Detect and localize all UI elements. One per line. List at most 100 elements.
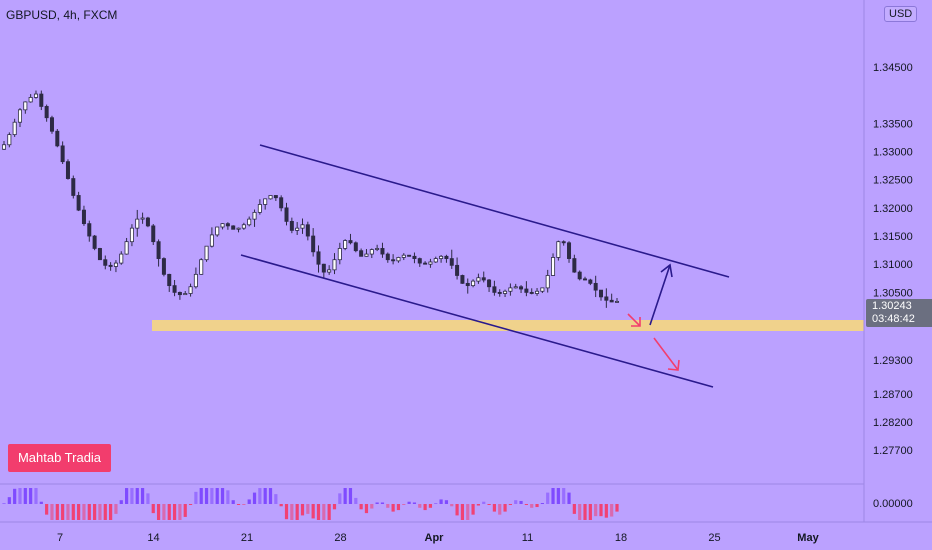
osc-bar: [476, 504, 481, 506]
support-zone[interactable]: [152, 320, 864, 331]
oscillator-histogram: [2, 488, 619, 520]
candle: [529, 288, 534, 295]
osc-bar: [125, 488, 129, 504]
time-tick-label: 28: [334, 532, 346, 544]
price-tick-label: 1.32500: [873, 175, 913, 187]
candle: [151, 223, 156, 245]
osc-bar: [354, 497, 358, 504]
osc-bar: [610, 504, 614, 517]
osc-bar: [220, 488, 225, 504]
osc-bar: [524, 504, 528, 505]
osc-bar: [247, 499, 251, 504]
candle: [455, 257, 460, 280]
osc-bar: [492, 504, 496, 512]
price-tick-label: 1.33000: [873, 147, 913, 159]
osc-bar: [82, 504, 86, 520]
osc-bar: [450, 504, 454, 507]
candle: [492, 280, 497, 296]
candle: [535, 288, 540, 296]
candle: [231, 225, 236, 230]
candle: [33, 90, 38, 99]
candle: [497, 289, 502, 297]
osc-bar: [71, 504, 75, 520]
candle: [44, 104, 49, 122]
osc-bar: [418, 504, 422, 508]
price-tick-label: 1.33500: [873, 118, 913, 130]
osc-bar: [45, 504, 49, 515]
symbol-title[interactable]: GBPUSD, 4h, FXCM: [6, 8, 118, 22]
candle: [375, 244, 380, 252]
osc-bar: [444, 500, 449, 504]
osc-bar: [199, 488, 203, 504]
candle: [241, 222, 246, 230]
osc-bar: [109, 504, 113, 520]
osc-bar: [93, 504, 97, 520]
candle: [540, 287, 545, 294]
osc-bar: [204, 488, 209, 504]
osc-bar: [578, 504, 582, 520]
channel-lower-line[interactable]: [240, 254, 714, 388]
candle: [129, 224, 134, 247]
arrow-down-short[interactable]: [627, 313, 641, 327]
candle: [593, 275, 598, 298]
candle: [108, 262, 113, 271]
time-tick-label: 7: [57, 532, 63, 544]
osc-bar: [471, 504, 475, 515]
currency-button[interactable]: USD: [884, 6, 918, 22]
candle: [140, 212, 145, 224]
candle: [391, 254, 396, 265]
candle: [135, 209, 140, 237]
arrow-up[interactable]: [649, 263, 673, 326]
osc-bar: [7, 497, 11, 504]
last-price-label: 1.30243 03:48:42: [866, 299, 932, 327]
price-tick-label: 1.34500: [873, 62, 913, 74]
osc-bar: [370, 504, 374, 509]
osc-bar: [434, 503, 438, 504]
candle: [177, 291, 182, 300]
candle: [369, 248, 374, 259]
candle: [332, 253, 337, 275]
osc-bar: [34, 488, 38, 504]
osc-bar: [77, 504, 81, 520]
osc-bar: [364, 504, 369, 514]
candle: [567, 241, 572, 263]
candle: [551, 253, 556, 276]
osc-bar: [316, 504, 321, 520]
arrow-down-long[interactable]: [653, 337, 680, 371]
candle: [71, 175, 76, 199]
osc-bar: [130, 488, 134, 504]
candle: [209, 227, 214, 248]
osc-bar: [183, 504, 187, 517]
osc-bar: [599, 504, 603, 517]
candle: [513, 283, 518, 289]
channel-upper-line[interactable]: [259, 144, 730, 278]
candle: [92, 234, 97, 251]
time-axis[interactable]: 7 14 21 28 Apr 11 18 25 May: [57, 532, 820, 544]
candle: [172, 279, 177, 297]
candle: [359, 248, 364, 257]
candle: [295, 222, 300, 235]
bar-countdown: 03:48:42: [872, 313, 915, 325]
osc-bar: [508, 504, 512, 505]
osc-bar: [263, 488, 267, 504]
osc-bar: [29, 488, 33, 504]
osc-bar: [13, 488, 17, 504]
candle: [444, 254, 449, 263]
candle: [316, 245, 321, 273]
candle: [305, 221, 310, 241]
osc-bar: [530, 504, 534, 508]
price-axis[interactable]: 1.34500 1.33500 1.33000 1.32500 1.32000 1.315…: [873, 62, 913, 510]
candle: [460, 274, 465, 284]
candle: [412, 252, 417, 264]
osc-bar: [151, 504, 155, 514]
candle: [97, 247, 102, 261]
osc-bar: [322, 504, 326, 520]
candle: [428, 258, 433, 268]
osc-bar: [572, 504, 576, 514]
osc-bar: [386, 504, 390, 508]
price-tick-label: 1.30500: [873, 287, 913, 299]
osc-bar: [439, 499, 443, 504]
osc-bar: [178, 504, 182, 520]
